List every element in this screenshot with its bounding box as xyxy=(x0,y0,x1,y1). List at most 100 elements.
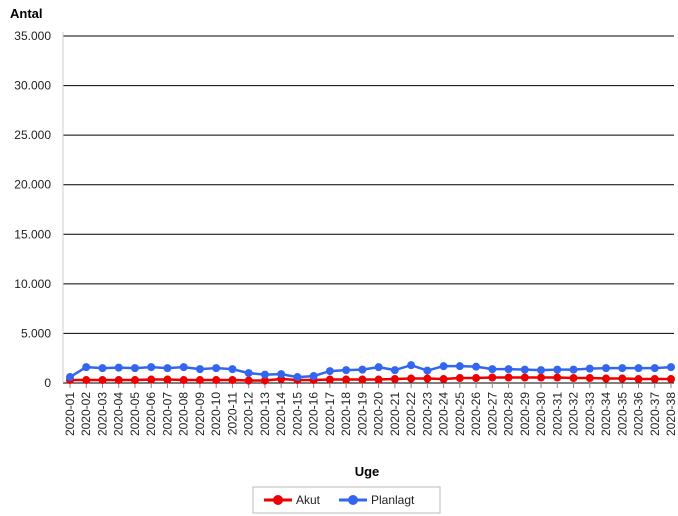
data-point-planlagt xyxy=(634,364,643,373)
data-point-planlagt xyxy=(553,365,562,374)
data-point-planlagt xyxy=(179,363,188,372)
x-tick-label: 2020-14 xyxy=(274,392,288,436)
data-point-planlagt xyxy=(455,362,464,371)
data-point-akut xyxy=(667,375,675,384)
gridlines xyxy=(63,35,674,384)
x-tick-label: 2020-35 xyxy=(615,392,629,436)
x-tick-label: 2020-27 xyxy=(485,392,499,436)
data-point-planlagt xyxy=(504,365,513,374)
legend-item-planlagt[interactable]: Planlagt xyxy=(339,493,415,507)
x-axis-title: Uge xyxy=(355,464,380,479)
series-points xyxy=(66,361,675,385)
data-point-planlagt xyxy=(472,362,481,371)
series-line-akut xyxy=(70,376,671,382)
y-tick-label: 15.000 xyxy=(14,227,51,241)
x-tick-label: 2020-03 xyxy=(95,392,109,436)
data-point-akut xyxy=(212,376,221,385)
x-tick-label: 2020-34 xyxy=(599,392,613,436)
data-point-planlagt xyxy=(650,364,659,373)
data-point-akut xyxy=(569,374,578,383)
x-tick-label: 2020-26 xyxy=(469,392,483,436)
data-point-akut xyxy=(520,373,529,382)
x-tick-label: 2020-25 xyxy=(453,392,467,436)
x-tick-label: 2020-17 xyxy=(323,392,337,436)
data-point-planlagt xyxy=(293,373,302,382)
x-tick-label: 2020-04 xyxy=(112,392,126,436)
data-point-planlagt xyxy=(244,369,253,378)
legend[interactable]: Akut Planlagt xyxy=(252,486,441,514)
data-point-akut xyxy=(114,376,123,385)
x-tick-label: 2020-13 xyxy=(258,392,272,436)
data-point-akut xyxy=(650,375,659,384)
data-point-akut xyxy=(82,376,91,385)
data-point-akut xyxy=(228,376,237,385)
legend-item-akut[interactable]: Akut xyxy=(264,493,321,507)
data-point-planlagt xyxy=(147,363,156,372)
data-point-planlagt xyxy=(358,365,367,374)
x-tick-label: 2020-30 xyxy=(534,392,548,436)
data-point-planlagt xyxy=(390,366,399,375)
x-tick-label: 2020-01 xyxy=(63,392,77,436)
x-tick-label: 2020-09 xyxy=(193,392,207,436)
data-point-planlagt xyxy=(277,370,286,379)
data-point-akut xyxy=(179,376,188,385)
x-tick-label: 2020-33 xyxy=(583,392,597,436)
data-point-planlagt xyxy=(325,367,334,376)
data-point-planlagt xyxy=(163,364,172,373)
data-point-akut xyxy=(358,375,367,384)
data-point-planlagt xyxy=(260,370,269,379)
legend-akut-swatch-dot xyxy=(273,495,283,505)
data-point-planlagt xyxy=(423,366,432,375)
x-tick-label: 2020-18 xyxy=(339,392,353,436)
x-tick-label: 2020-22 xyxy=(404,392,418,436)
series-lines xyxy=(69,363,672,382)
x-tick-label: 2020-06 xyxy=(144,392,158,436)
data-point-akut xyxy=(374,375,383,384)
y-tick-label: 35.000 xyxy=(14,29,51,43)
data-point-akut xyxy=(585,374,594,383)
data-point-akut xyxy=(390,375,399,384)
data-point-planlagt xyxy=(537,366,546,375)
data-point-akut xyxy=(342,375,351,384)
data-point-planlagt xyxy=(520,365,529,374)
data-point-planlagt xyxy=(585,364,594,373)
data-point-akut xyxy=(488,373,497,382)
data-point-planlagt xyxy=(195,365,204,374)
data-point-planlagt xyxy=(439,362,448,371)
y-tick-label: 30.000 xyxy=(14,79,51,93)
data-point-akut xyxy=(634,375,643,384)
data-point-planlagt xyxy=(602,364,611,373)
data-point-planlagt xyxy=(667,363,675,372)
x-tick-label: 2020-16 xyxy=(307,392,321,436)
data-point-akut xyxy=(618,374,627,383)
data-point-planlagt xyxy=(309,372,318,381)
y-tick-label: 0 xyxy=(44,376,51,390)
x-tick-label: 2020-31 xyxy=(550,392,564,436)
data-point-planlagt xyxy=(569,365,578,374)
data-point-planlagt xyxy=(488,365,497,374)
x-tick-label: 2020-32 xyxy=(567,392,581,436)
legend-planlagt-label: Planlagt xyxy=(371,493,415,507)
y-tick-label: 25.000 xyxy=(14,128,51,142)
x-tick-label: 2020-28 xyxy=(502,392,516,436)
x-tick-label: 2020-08 xyxy=(177,392,191,436)
data-point-akut xyxy=(504,373,513,382)
data-point-planlagt xyxy=(342,366,351,375)
data-point-akut xyxy=(423,374,432,383)
data-point-akut xyxy=(439,375,448,384)
x-tick-label: 2020-19 xyxy=(355,392,369,436)
x-tick-label: 2020-38 xyxy=(664,392,678,436)
data-point-akut xyxy=(472,374,481,383)
data-point-planlagt xyxy=(130,364,139,373)
data-point-planlagt xyxy=(98,364,107,373)
x-tick-label: 2020-12 xyxy=(242,392,256,436)
x-tick-label: 2020-07 xyxy=(160,392,174,436)
data-point-planlagt xyxy=(228,365,237,374)
data-point-planlagt xyxy=(114,363,123,372)
data-point-akut xyxy=(537,373,546,382)
x-tick-labels: 2020-01 2020-02 2020-03 2020-04 2020-05 2020-… xyxy=(63,392,678,436)
data-point-akut xyxy=(244,376,253,385)
data-point-akut xyxy=(325,375,334,384)
x-tick-label: 2020-02 xyxy=(79,392,93,436)
x-tick-label: 2020-29 xyxy=(518,392,532,436)
